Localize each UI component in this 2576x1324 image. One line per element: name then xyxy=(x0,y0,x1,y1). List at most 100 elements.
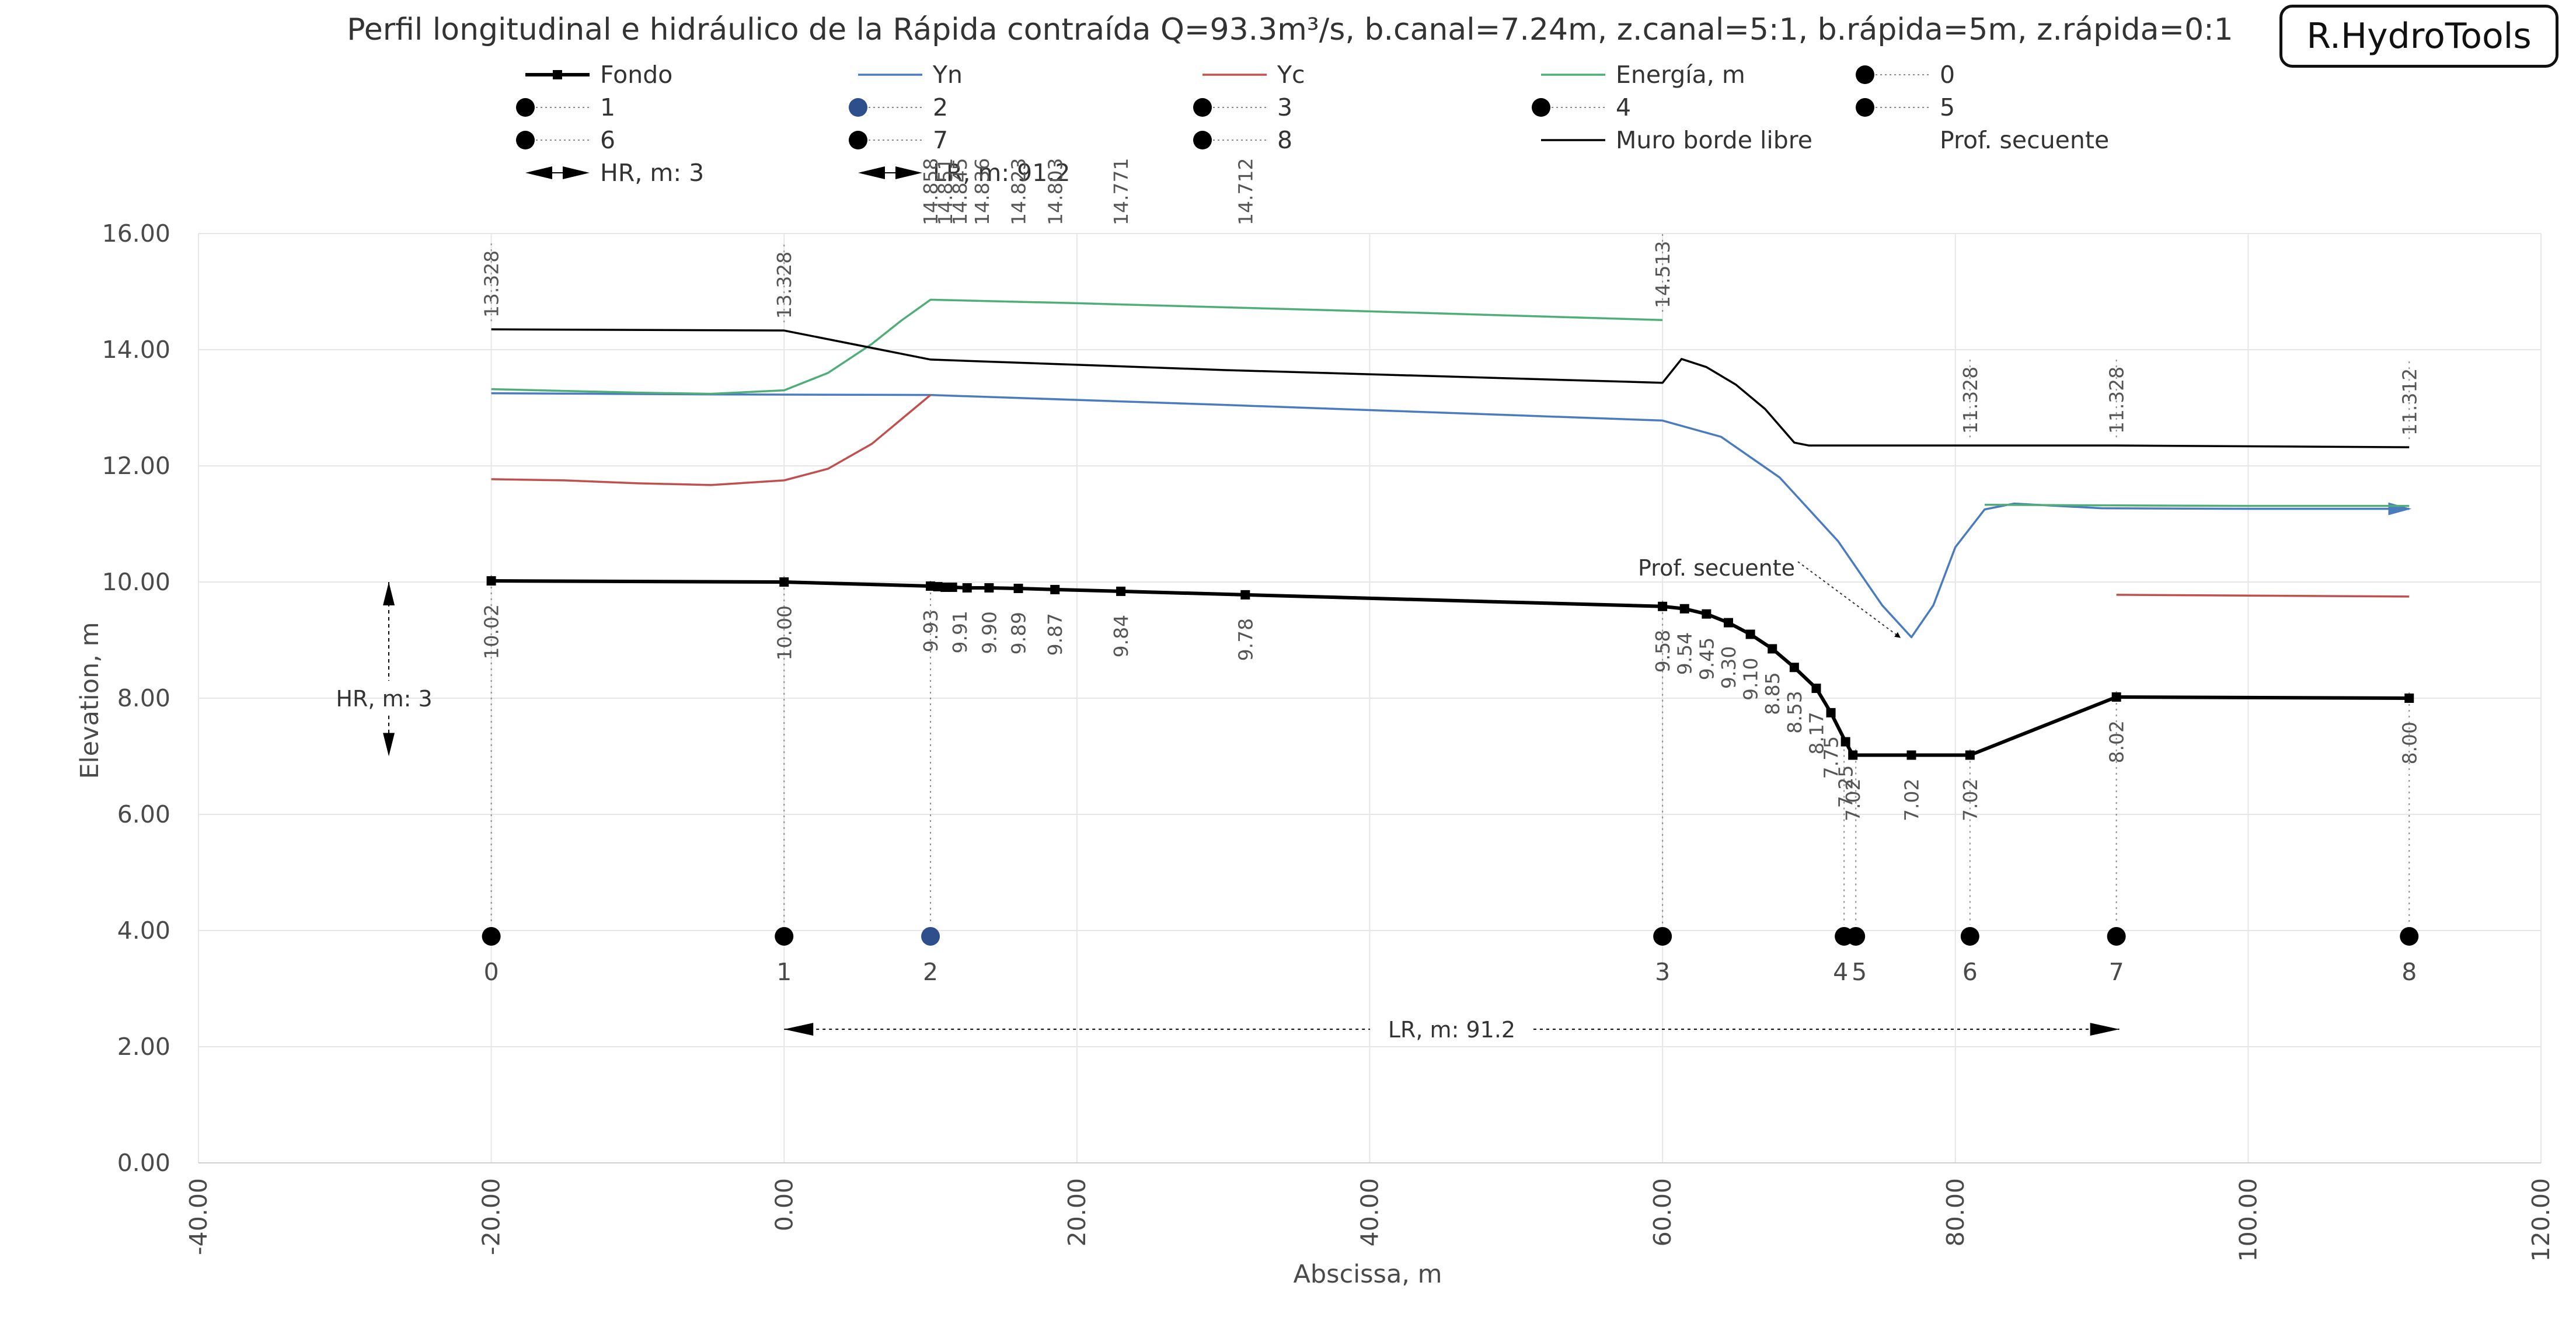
fondo-marker xyxy=(1013,583,1023,593)
bed-elevation-label: 9.54 xyxy=(1674,632,1696,675)
fondo-marker xyxy=(1050,584,1060,594)
legend-label: Yc xyxy=(1277,61,1305,89)
bed-elevation-label: 9.89 xyxy=(1008,612,1030,654)
legend-swatch-point xyxy=(849,131,867,149)
energy-label: 14.803 xyxy=(1044,158,1066,225)
y-tick-label: 10.00 xyxy=(102,568,170,596)
series-yc xyxy=(491,394,932,486)
legend-swatch-point xyxy=(849,98,867,117)
legend-item: 0 xyxy=(1856,61,1955,89)
legend-swatch-point xyxy=(516,98,535,117)
energy-label: 11.328 xyxy=(1959,367,1982,434)
y-tick-label: 6.00 xyxy=(117,800,170,828)
fondo-marker xyxy=(1745,629,1755,639)
legend-item: 2 xyxy=(849,93,948,121)
fondo-marker xyxy=(1965,750,1975,760)
legend-swatch-point xyxy=(1193,98,1212,117)
bed-elevation-label: 9.91 xyxy=(949,611,971,653)
bed-elevation-label: 8.53 xyxy=(1783,691,1806,733)
bed-elevation-label: 8.17 xyxy=(1805,712,1828,754)
x-tick-label: 80.00 xyxy=(1941,1178,1970,1246)
annotations: HR, m: 3 LR, m: 91.2 Prof. secuente xyxy=(336,555,2120,1043)
bed-elevation-label: 10.00 xyxy=(773,605,796,660)
bed-elevation-label: 7.02 xyxy=(1959,779,1982,821)
legend-swatch-point xyxy=(1193,131,1212,149)
bed-elevation-label: 9.58 xyxy=(1651,630,1674,673)
energy-label: 11.328 xyxy=(2106,367,2128,434)
bed-elevation-label: 9.10 xyxy=(1740,658,1762,701)
energy-label: 14.823 xyxy=(1008,158,1030,225)
prof-secuente-label: Prof. secuente xyxy=(1638,555,1795,581)
station-point-7 xyxy=(2107,926,2126,946)
station-point-6 xyxy=(1960,926,1979,946)
fondo-marker xyxy=(1811,684,1821,694)
x-axis-title: Abscissa, m xyxy=(1293,1260,1442,1289)
legend-item: Muro borde libre xyxy=(1541,126,1812,154)
legend-label: Prof. secuente xyxy=(1940,126,2109,154)
legend-item: Yn xyxy=(858,61,963,89)
legend-label: 3 xyxy=(1277,93,1292,121)
axes: -40.00 -20.00 0.00 20.00 40.00 60.00 80.00 100.… xyxy=(102,219,2555,1262)
y-tick-label: 0.00 xyxy=(117,1149,170,1177)
brand-logo: R.HydroTools xyxy=(2279,5,2558,68)
fondo-marker xyxy=(1723,618,1733,628)
legend-arrowhead-right xyxy=(895,166,922,179)
station-point-5 xyxy=(1846,926,1866,946)
station-label-6: 6 xyxy=(1962,958,1978,986)
bed-elevation-label: 8.85 xyxy=(1761,672,1784,715)
fondo-marker xyxy=(486,576,496,586)
station-point-3 xyxy=(1653,926,1672,946)
x-tick-label: 0.00 xyxy=(770,1178,798,1231)
legend-item: Prof. secuente xyxy=(1940,126,2109,154)
hr-arrowhead-up xyxy=(383,582,395,605)
drop-lines xyxy=(490,232,2410,925)
prof-secuente-leader xyxy=(1797,561,1901,638)
station-point-0 xyxy=(482,926,501,946)
bed-elevation-label: 8.00 xyxy=(2398,722,2421,764)
lr-label: LR, m: 91.2 xyxy=(1388,1017,1515,1043)
legend-item: 4 xyxy=(1532,93,1631,121)
fondo-marker xyxy=(947,582,957,592)
energy-label: 14.771 xyxy=(1110,158,1132,225)
legend-item: 1 xyxy=(516,93,615,121)
legend-item: HR, m: 3 xyxy=(525,159,704,187)
y-axis-title: Elevation, m xyxy=(75,622,104,779)
legend-item: 7 xyxy=(849,126,948,154)
bed-elevation-label: 9.30 xyxy=(1717,646,1740,689)
bed-elevation-label: 7.25 xyxy=(1835,765,1857,808)
energy-label: 14.712 xyxy=(1234,158,1257,225)
legend-item: 6 xyxy=(516,126,615,154)
x-tick-label: 40.00 xyxy=(1356,1178,1384,1246)
fondo-marker xyxy=(1826,708,1836,717)
legend-item: Yc xyxy=(1202,61,1305,89)
y-tick-label: 14.00 xyxy=(102,336,170,364)
legend-label: 5 xyxy=(1940,93,1955,121)
legend-label: 1 xyxy=(600,93,615,121)
x-tick-label: 60.00 xyxy=(1648,1178,1676,1246)
bed-elevation-label: 7.02 xyxy=(1842,779,1864,821)
legend-label: Fondo xyxy=(600,61,672,89)
legend-label: 2 xyxy=(933,93,948,121)
station-label-7: 7 xyxy=(2109,958,2124,986)
legend-arrowhead-left xyxy=(858,166,885,179)
hr-arrowhead-down xyxy=(383,733,395,757)
brand-text: R.HydroTools xyxy=(2306,16,2532,57)
station-point-8 xyxy=(2400,926,2419,946)
fondo-marker xyxy=(1240,590,1250,600)
x-tick-label: 100.00 xyxy=(2234,1178,2262,1262)
fondo-marker xyxy=(933,581,943,591)
fondo-marker xyxy=(2404,694,2414,703)
legend-item: 3 xyxy=(1193,93,1292,121)
legend-item: Energía, m xyxy=(1541,61,1745,89)
x-tick-label: 20.00 xyxy=(1063,1178,1091,1246)
series-lines xyxy=(482,298,2419,946)
legend-swatch-point xyxy=(1856,98,1874,117)
energy-label: 14.513 xyxy=(1651,241,1674,308)
station-label-1: 1 xyxy=(776,958,792,986)
series-yc xyxy=(2116,594,2410,598)
fondo-marker xyxy=(940,582,950,592)
legend-label: 0 xyxy=(1940,61,1955,89)
legend-label: Energía, m xyxy=(1616,61,1745,89)
legend-label: HR, m: 3 xyxy=(600,159,704,187)
